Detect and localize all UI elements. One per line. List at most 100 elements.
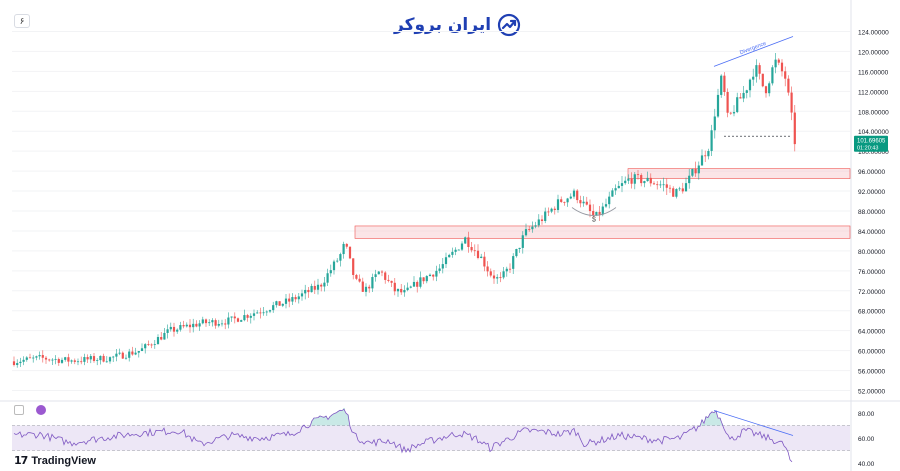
candle — [544, 207, 547, 224]
candle — [358, 274, 361, 283]
rsi-source-icon[interactable] — [36, 405, 46, 415]
candle — [579, 195, 582, 208]
candle — [185, 322, 188, 328]
candle — [57, 357, 60, 366]
candle — [508, 263, 512, 274]
candle — [777, 58, 780, 66]
candle — [163, 328, 166, 340]
candle — [416, 280, 419, 293]
rsi-overbought-fill — [707, 417, 709, 426]
rsi-overbought-fill — [341, 410, 343, 426]
candle — [396, 288, 400, 297]
candle — [787, 75, 790, 96]
toggle-label: ۶ — [19, 15, 25, 26]
candle — [521, 231, 524, 254]
candle — [339, 252, 342, 267]
candle — [297, 293, 300, 304]
rsi-overbought-fill — [325, 416, 327, 426]
candle — [528, 225, 531, 232]
candle — [16, 359, 19, 368]
candle — [32, 355, 35, 363]
candle — [454, 247, 457, 256]
candle — [208, 319, 211, 326]
candle — [403, 285, 406, 297]
candle — [556, 194, 560, 213]
tradingview-name: TradingView — [31, 454, 96, 467]
candle — [451, 247, 454, 258]
candle — [204, 318, 208, 327]
brand-name: ایران بروکر — [394, 15, 492, 35]
rsi-overbought-fill — [719, 418, 721, 426]
candle — [41, 350, 44, 363]
candle — [182, 320, 185, 329]
candle — [691, 168, 694, 178]
candle — [739, 92, 742, 99]
candle — [764, 85, 768, 98]
candle — [745, 89, 748, 99]
candle — [707, 148, 710, 160]
candle — [643, 180, 646, 188]
rsi-overbought-fill — [337, 411, 339, 426]
candle — [217, 319, 220, 328]
y-tick-label: 124.00000 — [858, 29, 889, 36]
divergence-trendline — [713, 36, 794, 67]
rsi-settings-icon[interactable] — [14, 405, 24, 415]
candle — [115, 348, 118, 362]
candle — [48, 358, 51, 362]
candle — [659, 180, 662, 188]
candle — [598, 205, 601, 221]
candle — [585, 196, 588, 206]
rsi-tick-label: 40.00 — [858, 461, 875, 468]
candle — [304, 284, 307, 300]
candle — [387, 274, 390, 283]
candle — [534, 221, 537, 229]
divergence-label: Divergence — [739, 41, 767, 56]
candle — [156, 334, 160, 345]
candle — [790, 86, 793, 121]
candle — [342, 241, 345, 259]
candle — [198, 320, 201, 331]
candle — [489, 268, 492, 278]
collapse-toggle-button[interactable]: ۶ — [14, 14, 30, 28]
y-tick-label: 88.00000 — [858, 209, 885, 216]
candle — [406, 282, 409, 292]
candle — [793, 105, 796, 152]
growth-chart-icon — [497, 13, 521, 37]
current-price-label: 101.69605 — [857, 139, 886, 145]
candle — [531, 221, 534, 233]
y-tick-label: 64.00000 — [858, 329, 885, 336]
candle — [19, 357, 22, 368]
rsi-overbought-fill — [703, 423, 705, 426]
candle — [630, 172, 633, 189]
candle — [352, 258, 355, 280]
y-tick-label: 52.00000 — [858, 389, 885, 396]
rsi-overbought-fill — [717, 418, 719, 426]
candle — [774, 53, 777, 74]
candle — [67, 353, 70, 367]
rsi-overbought-fill — [335, 412, 337, 426]
rsi-overbought-fill — [701, 419, 703, 426]
supply-zone — [354, 225, 851, 239]
candle — [755, 59, 758, 83]
candle — [105, 356, 108, 363]
candle — [435, 265, 438, 282]
candle — [176, 328, 179, 334]
tradingview-logo: 17 TradingView — [14, 454, 96, 467]
candle — [432, 274, 435, 281]
candle — [86, 354, 89, 363]
candle — [380, 270, 384, 277]
candle — [646, 171, 649, 182]
candle — [51, 358, 54, 366]
candle — [400, 283, 403, 295]
candle — [633, 171, 636, 190]
rsi-overbought-fill — [705, 416, 707, 426]
candle — [329, 264, 332, 277]
candle — [704, 150, 707, 163]
candle — [784, 66, 787, 87]
candle — [729, 111, 732, 115]
candle — [681, 182, 684, 194]
candle — [457, 249, 460, 251]
candle — [28, 353, 32, 359]
